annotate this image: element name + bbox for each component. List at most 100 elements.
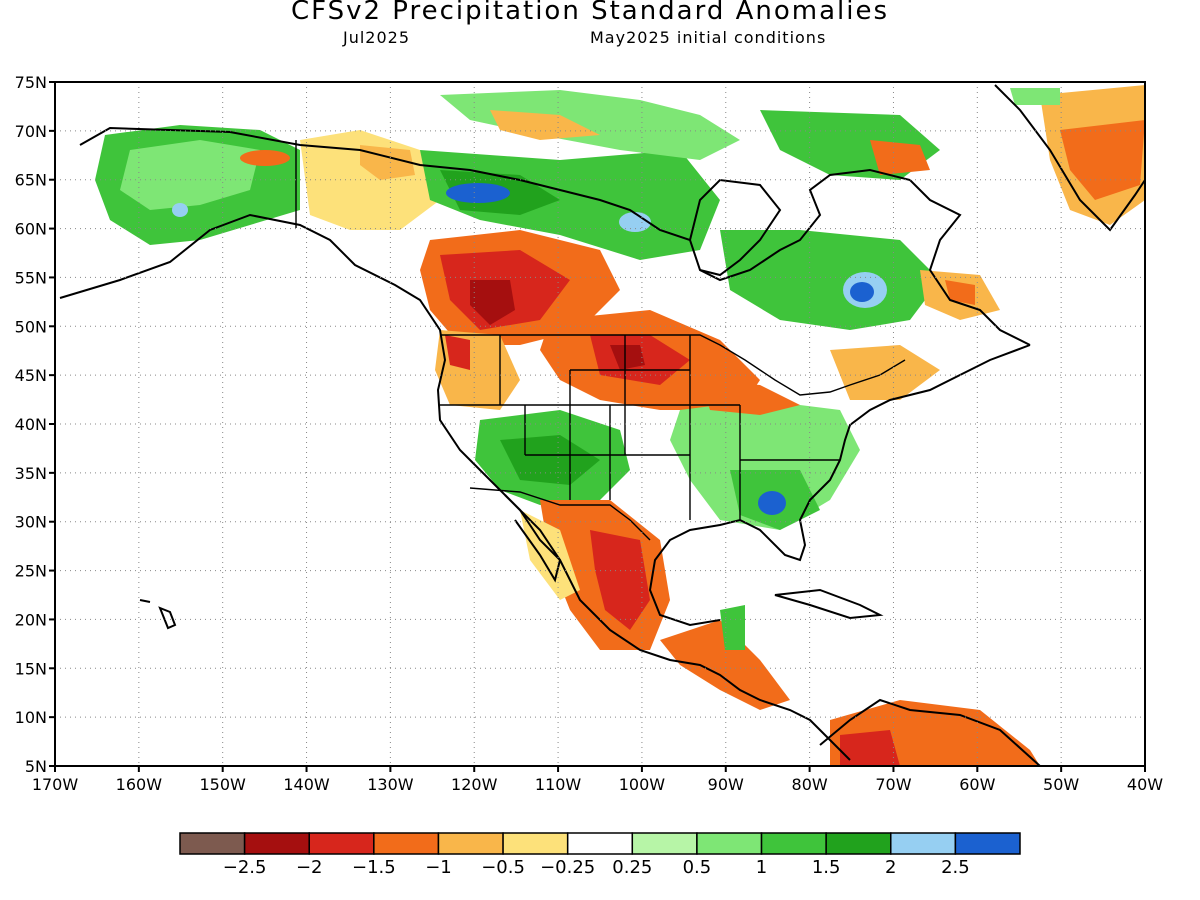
- colorbar-label: −0.25: [540, 857, 595, 878]
- hudson-blue-spot: [619, 212, 651, 232]
- latitude-label: 15N: [15, 659, 47, 678]
- latitude-label: 40N: [15, 415, 47, 434]
- colorbar-swatch: [631, 832, 698, 855]
- greenland-green: [1010, 88, 1060, 105]
- longitude-label: 50W: [1043, 775, 1079, 794]
- longitude-label: 110W: [535, 775, 582, 794]
- colorbar-swatch: [890, 832, 957, 855]
- latitude-label: 50N: [15, 317, 47, 336]
- greenland-dry-core: [1060, 120, 1145, 200]
- colorbar-label: 1.5: [812, 857, 841, 878]
- latitude-label: 75N: [15, 73, 47, 92]
- mexico-dry-core: [590, 530, 650, 630]
- colorbar-swatch: [243, 832, 310, 855]
- alaska-coastline: [59, 213, 851, 761]
- alaska-wet-inner: [120, 140, 260, 210]
- longitude-label: 100W: [619, 775, 666, 794]
- graticule: [55, 82, 1145, 766]
- labrador-dry-core: [945, 280, 975, 305]
- state-lines: [440, 335, 840, 520]
- valid-month: Jul2025: [343, 28, 411, 47]
- alaska-light-blue-spot: [172, 203, 188, 217]
- colorbar-label: −0.5: [481, 857, 525, 878]
- colorbar-label: −1: [425, 857, 452, 878]
- axis-ticks: [49, 81, 1146, 772]
- colorbar-swatch: [760, 832, 827, 855]
- longitude-label: 40W: [1127, 775, 1163, 794]
- bc-dry-core: [470, 280, 515, 325]
- longitude-label: 130W: [367, 775, 414, 794]
- longitude-label: 120W: [451, 775, 498, 794]
- longitude-label: 60W: [959, 775, 995, 794]
- colorbar-labels: −2.5 −2 −1.5 −1 −0.5 −0.25 0.25 0.5 1 1.5 2 2.5: [223, 857, 970, 878]
- colorbar-label: −2: [296, 857, 323, 878]
- georgia-blue-spot: [758, 491, 786, 515]
- colorbar-swatch: [954, 832, 1021, 855]
- longitude-label: 150W: [200, 775, 247, 794]
- colorbar-swatch: [696, 832, 763, 855]
- hawaii-islands: [139, 599, 177, 630]
- gulf-of-california: [504, 494, 562, 583]
- longitude-label: 80W: [792, 775, 828, 794]
- latitude-label: 35N: [15, 464, 47, 483]
- nwt-blue-spot: [446, 183, 510, 203]
- arctic-coastline: [79, 126, 1031, 346]
- south-america-coastline: [819, 698, 1041, 766]
- latitude-labels: 75N 70N 65N 60N 55N 50N 45N 40N 35N 30N 25N 20N 15N 1…: [15, 73, 47, 776]
- longitude-label: 160W: [116, 775, 163, 794]
- latitude-label: 70N: [15, 122, 47, 141]
- colorbar-swatches: [179, 832, 1021, 855]
- colorbar-label: −1.5: [352, 857, 396, 878]
- quebec-wet: [720, 230, 940, 330]
- latitude-label: 65N: [15, 171, 47, 190]
- colorbar: −2.5 −2 −1.5 −1 −0.5 −0.25 0.25 0.5 1 1.5 2 2.5: [179, 832, 1021, 878]
- colorbar-swatch: [308, 832, 375, 855]
- colorbar-swatch: [825, 832, 892, 855]
- arctic-east-dry: [870, 140, 930, 175]
- great-lakes-dry: [700, 380, 800, 415]
- arctic-islands-mixed: [440, 90, 740, 160]
- cuba-coastline: [774, 588, 884, 620]
- latitude-label: 55N: [15, 268, 47, 287]
- us-mexico-border: [469, 487, 651, 541]
- colorbar-swatch: [179, 832, 246, 855]
- colorbar-label: 1: [756, 857, 767, 878]
- political-borders: [295, 140, 906, 541]
- colorbar-swatch: [437, 832, 504, 855]
- longitude-label: 70W: [875, 775, 911, 794]
- central-america-dry: [660, 620, 790, 710]
- anomaly-map: 75N 70N 65N 60N 55N 50N 45N 40N 35N 30N 25N 20N 15N 1…: [15, 73, 1164, 794]
- latitude-label: 5N: [25, 757, 47, 776]
- alaska-dry-spot: [240, 150, 290, 166]
- latitude-label: 45N: [15, 366, 47, 385]
- latitude-label: 60N: [15, 220, 47, 239]
- greenland-coastline: [994, 84, 1145, 232]
- longitude-label: 140W: [283, 775, 330, 794]
- coastlines: [59, 84, 1145, 766]
- colorbar-label: 2: [885, 857, 896, 878]
- us-canada-border: [440, 334, 906, 396]
- colorbar-label: 2.5: [941, 857, 970, 878]
- hudson-bay-coastline: [689, 178, 782, 277]
- latitude-label: 10N: [15, 708, 47, 727]
- longitude-label: 170W: [32, 775, 79, 794]
- latitude-label: 30N: [15, 513, 47, 532]
- longitude-label: 90W: [708, 775, 744, 794]
- yucatan-wet: [720, 605, 745, 650]
- colorbar-swatch: [373, 832, 440, 855]
- colorbar-swatch: [566, 832, 634, 855]
- initial-conditions: May2025 initial conditions: [590, 28, 827, 47]
- longitude-labels: 170W 160W 150W 140W 130W 120W 110W 100W 90W 80W 70…: [32, 775, 1163, 794]
- anomaly-fields: [95, 85, 1145, 766]
- colorbar-label: −2.5: [223, 857, 267, 878]
- latitude-label: 25N: [15, 562, 47, 581]
- pnw-dry-core: [445, 335, 470, 370]
- colorbar-label: 0.25: [612, 857, 652, 878]
- colorbar-label: 0.5: [683, 857, 712, 878]
- latitude-label: 20N: [15, 610, 47, 629]
- arctic-dry: [490, 110, 600, 140]
- east-coastline: [648, 344, 1031, 627]
- plains-dry-peak: [610, 345, 645, 370]
- map-title: CFSv2 Precipitation Standard Anomalies: [290, 0, 890, 26]
- south-america-dry-core: [840, 730, 900, 766]
